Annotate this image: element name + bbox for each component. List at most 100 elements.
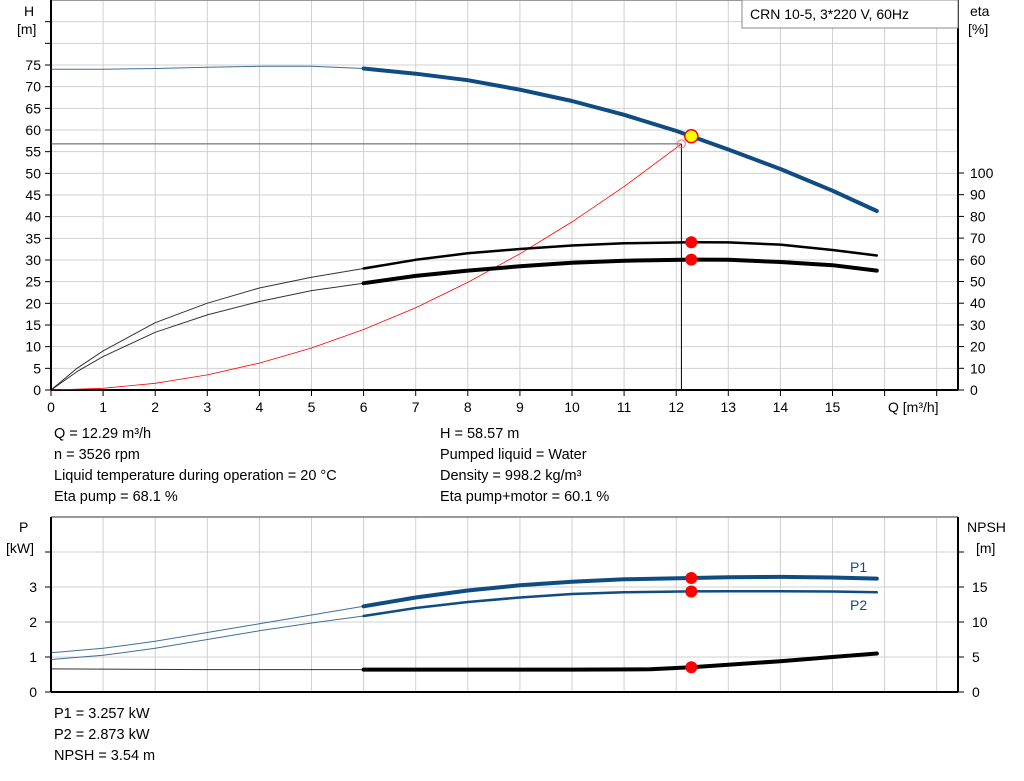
info-speed: n = 3526 rpm (54, 447, 140, 463)
system-curve (50, 143, 682, 391)
h-tick-label: 55 (25, 144, 41, 160)
h-axis-unit: [m] (17, 21, 36, 37)
eta-pump-motor-curve (361, 257, 879, 286)
eta-pump-motor-point (685, 253, 698, 266)
info-top-left: Q = 12.29 m³/h n = 3526 rpm Liquid tempe… (54, 424, 337, 508)
h-axis-title: H (24, 3, 34, 19)
eta-tick-label: 70 (970, 230, 986, 246)
p2-legend: P2 (850, 597, 867, 613)
q-tick-label: 8 (464, 399, 472, 415)
h-tick-label: 5 (33, 360, 41, 376)
eta-tick-label: 40 (970, 295, 986, 311)
q-tick-label: 14 (773, 399, 789, 415)
npsh-tick-label: 5 (972, 649, 980, 665)
eta-pump-curve-extended (50, 268, 364, 391)
q-tick-label: 3 (203, 399, 211, 415)
eta-tick-label: 50 (970, 274, 986, 290)
q-tick-label: 7 (412, 399, 420, 415)
q-tick-label: 2 (151, 399, 159, 415)
info-p2: P2 = 2.873 kW (54, 727, 150, 743)
q-tick-label: 1 (99, 399, 107, 415)
info-eta-pump-motor: Eta pump+motor = 60.1 % (440, 489, 610, 505)
info-p1: P1 = 3.257 kW (54, 706, 150, 722)
h-tick-label: 15 (25, 317, 41, 333)
p2-point (685, 585, 698, 598)
h-tick-label: 70 (25, 79, 41, 95)
h-tick-label: 35 (25, 230, 41, 246)
eta-pump-point (685, 236, 698, 249)
info-npsh: NPSH = 3.54 m (54, 748, 156, 764)
h-tick-label: 75 (25, 57, 41, 73)
eta-axis-unit: [%] (968, 21, 988, 37)
q-tick-label: 5 (308, 399, 316, 415)
p-tick-label: 0 (29, 684, 37, 700)
eta-pump-curve (362, 240, 879, 270)
head-curve-extended (51, 65, 364, 70)
npsh-tick-label: 10 (972, 614, 988, 630)
h-tick-label: 20 (25, 295, 41, 311)
curves (50, 65, 879, 674)
info-density: Density = 998.2 kg/m³ (440, 468, 582, 484)
npsh-point (685, 661, 698, 674)
info-bottom: P1 = 3.257 kW P2 = 2.873 kW NPSH = 3.54 … (54, 704, 155, 767)
p2-curve (362, 589, 879, 618)
q-tick-label: 6 (360, 399, 368, 415)
h-tick-label: 30 (25, 252, 41, 268)
eta-tick-label: 60 (970, 252, 986, 268)
eta-tick-label: 0 (970, 382, 978, 398)
npsh-tick-label: 0 (972, 684, 980, 700)
info-head: H = 58.57 m (440, 426, 520, 442)
p1-curve-extended (50, 605, 364, 654)
eta-pump-motor-curve-extended (50, 282, 364, 391)
q-tick-label: 11 (617, 399, 632, 415)
info-eta-pump: Eta pump = 68.1 % (54, 489, 178, 505)
info-liquid-temp: Liquid temperature during operation = 20… (54, 468, 337, 484)
h-tick-label: 60 (25, 122, 41, 138)
required-point-marker (676, 139, 686, 149)
q-tick-label: 4 (256, 399, 264, 415)
h-tick-label: 0 (33, 382, 41, 398)
eta-tick-label: 80 (970, 208, 986, 224)
npsh-curve (361, 651, 879, 672)
p-axis-title: P (19, 519, 28, 535)
npsh-curve-extended (50, 668, 364, 671)
eta-tick-label: 10 (970, 360, 986, 376)
axis-labels: H [m] eta [%] Q [m³/h] P [kW] NPSH [m] P… (6, 3, 1006, 613)
q-tick-label: 9 (516, 399, 524, 415)
eta-tick-label: 20 (970, 339, 986, 355)
npsh-axis-title: NPSH (967, 519, 1006, 535)
eta-axis-title: eta (970, 3, 990, 19)
q-tick-label: 0 (47, 399, 55, 415)
eta-tick-label: 100 (970, 165, 994, 181)
p1-point (685, 572, 698, 585)
q-tick-label: 12 (668, 399, 684, 415)
q-tick-label: 13 (721, 399, 737, 415)
bottom-grid: 0 1 2 3 0 5 10 15 (29, 516, 988, 700)
h-tick-label: 40 (25, 209, 41, 225)
q-axis-label: Q [m³/h] (888, 399, 939, 415)
eta-tick-label: 30 (970, 317, 986, 333)
top-grid: 0510152025303540455055606570750102030405… (25, 0, 994, 415)
info-flow: Q = 12.29 m³/h (54, 426, 152, 442)
q-tick-label: 10 (564, 399, 580, 415)
info-pumped-liquid: Pumped liquid = Water (440, 447, 587, 463)
head-curve (361, 66, 879, 213)
operating-point-marker (684, 128, 699, 144)
p1-legend: P1 (850, 559, 867, 575)
p2-curve-extended (50, 615, 364, 660)
p-tick-label: 3 (29, 579, 37, 595)
p-tick-label: 1 (29, 649, 37, 665)
info-top-right: H = 58.57 m Pumped liquid = Water Densit… (440, 424, 609, 508)
p-axis-unit: [kW] (6, 540, 34, 556)
p-tick-label: 2 (29, 614, 37, 630)
npsh-axis-unit: [m] (976, 540, 995, 556)
h-tick-label: 50 (25, 165, 41, 181)
h-tick-label: 10 (25, 339, 41, 355)
h-tick-label: 45 (25, 187, 41, 203)
title-box-text: CRN 10-5, 3*220 V, 60Hz (750, 6, 909, 22)
h-tick-label: 25 (25, 274, 41, 290)
npsh-tick-label: 15 (972, 579, 988, 595)
h-tick-label: 65 (25, 100, 41, 116)
eta-tick-label: 90 (970, 187, 986, 203)
